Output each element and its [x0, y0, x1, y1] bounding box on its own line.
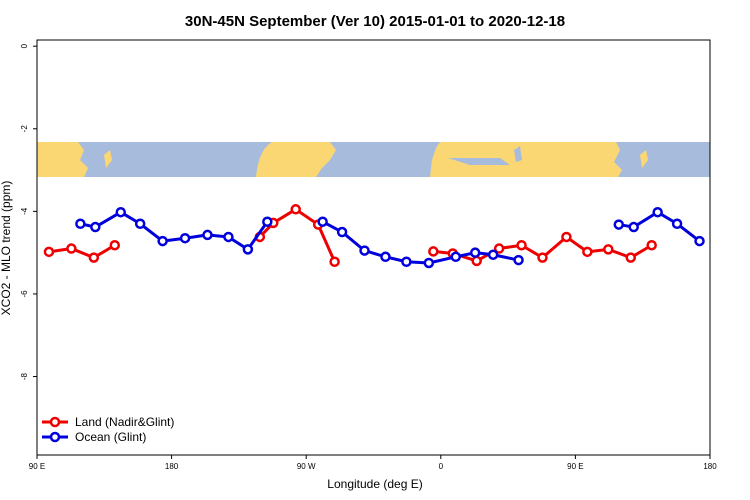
data-point — [537, 252, 548, 263]
data-point — [469, 247, 481, 258]
x-tick-label: 180 — [165, 462, 179, 471]
data-point — [401, 256, 412, 267]
data-point — [428, 246, 439, 257]
data-point — [423, 257, 435, 269]
x-tick-label: 90 E — [29, 462, 45, 471]
data-point — [290, 204, 301, 215]
data-point — [450, 251, 462, 263]
data-point — [90, 221, 101, 233]
land-area — [430, 142, 622, 177]
legend-marker — [49, 416, 61, 428]
data-point — [487, 249, 499, 260]
y-tick-label: 0 — [20, 43, 29, 48]
data-point — [613, 219, 625, 230]
data-point — [202, 229, 213, 241]
data-point — [262, 216, 273, 227]
data-point — [157, 235, 168, 247]
land-area — [37, 142, 88, 177]
data-point — [652, 206, 663, 218]
data-point — [561, 231, 572, 243]
data-point — [493, 243, 505, 254]
data-point — [179, 232, 191, 244]
data-point — [516, 239, 527, 251]
data-point — [223, 231, 234, 243]
data-point — [671, 218, 683, 230]
data-point — [646, 239, 657, 251]
data-point — [513, 254, 524, 266]
data-point — [109, 239, 121, 251]
map-band — [37, 142, 710, 177]
data-point — [603, 244, 614, 255]
data-point — [43, 246, 55, 258]
x-tick-label: 180 — [703, 462, 717, 471]
data-point — [380, 251, 391, 263]
data-point — [66, 243, 77, 254]
chart-title: 30N-45N September (Ver 10) 2015-01-01 to… — [185, 13, 565, 30]
data-point — [75, 218, 86, 230]
land-area — [640, 150, 648, 168]
y-tick-label: -4 — [20, 207, 29, 215]
plot-frame — [36, 39, 711, 456]
data-point — [336, 226, 348, 238]
y-tick-label: -8 — [20, 372, 29, 380]
data-point — [242, 244, 254, 255]
data-point — [359, 245, 370, 256]
data-point — [582, 246, 593, 258]
x-tick-label: 90 E — [567, 462, 583, 471]
legend-marker — [49, 431, 61, 443]
legend-label: Land (Nadir&Glint) — [75, 415, 174, 429]
data-point — [471, 255, 482, 267]
legend: Land (Nadir&Glint)Ocean (Glint) — [42, 415, 174, 444]
data-point — [115, 206, 127, 218]
x-axis-label: Longitude (deg E) — [327, 477, 422, 491]
x-tick-label: 0 — [439, 462, 444, 471]
data-point — [694, 235, 705, 247]
data-point — [134, 218, 146, 230]
x-tick-label: 90 W — [297, 462, 316, 471]
land-area — [256, 142, 336, 177]
data-point — [88, 252, 100, 263]
data-point — [628, 221, 639, 233]
y-tick-label: -2 — [20, 125, 29, 133]
data-point — [329, 256, 340, 267]
legend-label: Ocean (Glint) — [75, 430, 146, 444]
sea-area — [448, 158, 510, 165]
land-area — [104, 150, 112, 168]
data-point — [317, 216, 328, 227]
y-axis-label: XCO2 - MLO trend (ppm) — [0, 181, 13, 316]
data-point — [625, 252, 636, 263]
sea-area — [514, 146, 522, 162]
y-tick-label: -6 — [20, 290, 29, 298]
